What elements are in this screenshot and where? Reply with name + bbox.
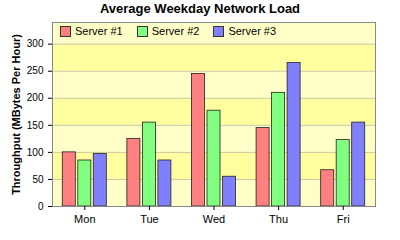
svg-text:Fri: Fri <box>337 213 350 225</box>
svg-text:50: 50 <box>32 174 44 185</box>
svg-text:200: 200 <box>27 92 44 103</box>
svg-text:300: 300 <box>27 38 44 49</box>
svg-text:Mon: Mon <box>74 213 95 225</box>
html-text:Server #1: Server #1 <box>75 25 123 37</box>
html-text:Server #3: Server #3 <box>228 25 277 37</box>
svg-text:100: 100 <box>27 147 44 158</box>
svg-text:250: 250 <box>27 65 44 76</box>
svg-text:Tue: Tue <box>140 213 159 225</box>
svg-text:150: 150 <box>27 120 44 131</box>
html-text:Average Weekday Network Load: Average Weekday Network Load <box>99 1 301 16</box>
svg-text:Wed: Wed <box>203 213 225 225</box>
html-text:Server #2: Server #2 <box>151 25 200 37</box>
svg-text:Thu: Thu <box>269 213 288 225</box>
svg-text:Throughput (MBytes Per Hour): Throughput (MBytes Per Hour) <box>10 34 22 195</box>
svg-text:0: 0 <box>38 201 44 212</box>
